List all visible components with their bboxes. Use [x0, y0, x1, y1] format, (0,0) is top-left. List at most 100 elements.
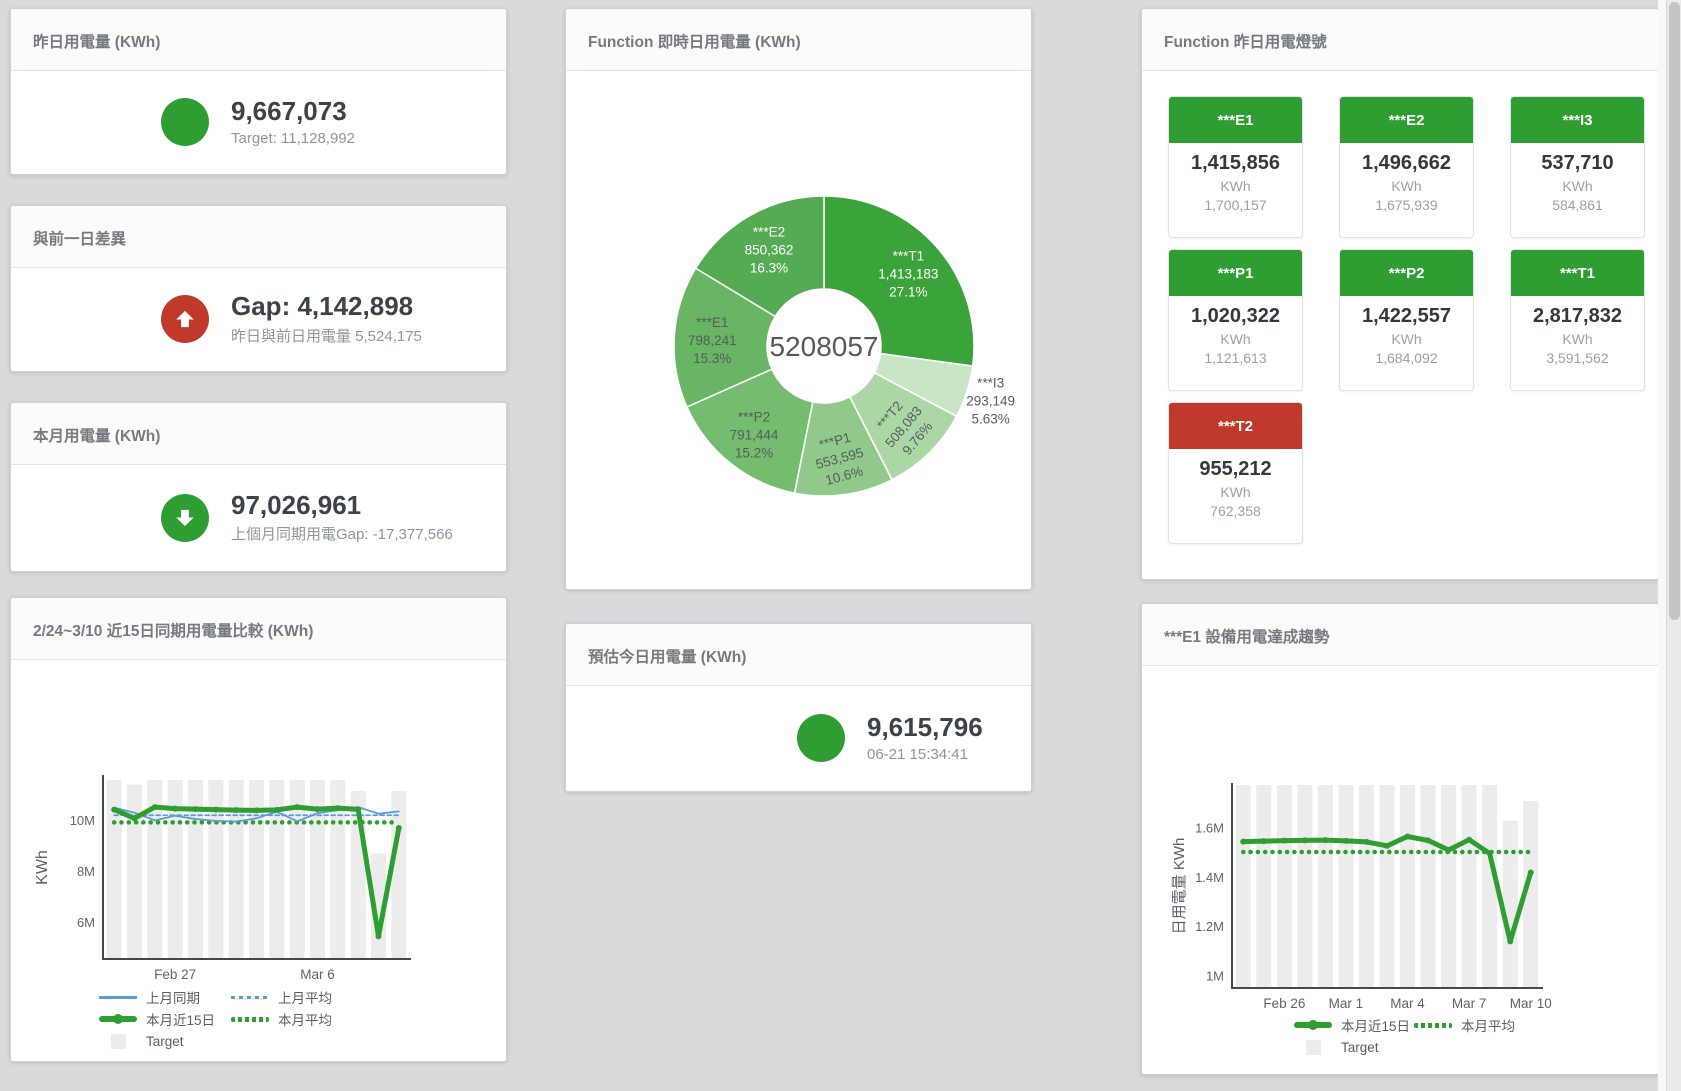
data-point[interactable] — [1342, 837, 1349, 844]
data-point[interactable] — [1404, 833, 1411, 840]
data-point[interactable] — [1486, 850, 1493, 857]
stat-subtitle: 06-21 15:34:41 — [867, 745, 968, 763]
stat-text: 9,615,796 06-21 15:34:41 — [867, 712, 983, 763]
stat-text: Gap: 4,142,898 昨日與前日用電量 5,524,175 — [231, 291, 422, 346]
light-tile-t2[interactable]: ***T2 955,212 KWh 762,358 — [1168, 402, 1303, 544]
legend-item-last-month-avg[interactable]: 上月平均 — [231, 987, 363, 1007]
stat-row: Gap: 4,142,898 昨日與前日用電量 5,524,175 — [11, 268, 506, 370]
pie-slice-label: ***E2 850,362 16.3% — [745, 224, 794, 275]
target-bar — [371, 853, 386, 958]
target-bar — [1441, 785, 1457, 987]
data-point[interactable] — [1363, 838, 1370, 845]
x-tick-label: Mar 10 — [1510, 996, 1552, 1011]
target-bar — [310, 780, 325, 958]
pie-slice[interactable] — [823, 195, 975, 367]
legend-item-this-month-avg[interactable]: 本月平均 — [231, 1009, 363, 1029]
legend-item-this-month[interactable]: 本月近15日 — [1294, 1015, 1414, 1035]
stat-row: 9,667,073 Target: 11,128,992 — [11, 71, 506, 173]
data-point[interactable] — [355, 806, 362, 813]
vertical-scrollbar[interactable] — [1666, 0, 1681, 1091]
target-bar — [208, 780, 224, 958]
data-point[interactable] — [111, 806, 118, 813]
panel-lights: Function 昨日用電燈號 ***E1 1,415,856 KWh 1,70… — [1141, 8, 1659, 580]
data-point[interactable] — [131, 815, 138, 822]
target-bar — [1523, 801, 1539, 987]
data-point[interactable] — [1466, 836, 1473, 843]
data-point[interactable] — [395, 824, 402, 831]
y-tick-label: 8M — [77, 864, 95, 879]
data-point[interactable] — [1281, 837, 1288, 844]
panel-yesterday-usage: 昨日用電量 (KWh) 9,667,073 Target: 11,128,992 — [10, 8, 507, 175]
data-point[interactable] — [273, 806, 280, 813]
tile-target: 762,358 — [1210, 503, 1261, 519]
light-tile-t1[interactable]: ***T1 2,817,832 KWh 3,591,562 — [1510, 249, 1645, 391]
stat-subtitle: 上個月同期用電Gap: -17,377,566 — [231, 526, 453, 544]
e1-trend-line-chart[interactable]: 1M 1.2M 1.4M 1.6M Feb 26 Mar 1 Mar 4 Mar 7 Mar 1… — [1142, 604, 1658, 1074]
stat-row: 97,026,961 上個月同期用電Gap: -17,377,566 — [11, 465, 506, 570]
tile-value: 2,817,832 — [1533, 305, 1622, 327]
pie-slice[interactable] — [694, 195, 825, 318]
stat-text: 9,667,073 Target: 11,128,992 — [231, 96, 355, 147]
data-point[interactable] — [151, 804, 158, 811]
data-point[interactable] — [1445, 847, 1452, 854]
legend-item-target[interactable]: Target — [99, 1033, 231, 1049]
light-tile-e1[interactable]: ***E1 1,415,856 KWh 1,700,157 — [1168, 96, 1303, 238]
data-point[interactable] — [1240, 838, 1247, 845]
pie-slice[interactable] — [685, 368, 814, 494]
panel-header: 2/24~3/10 近15日同期用電量比較 (KWh) — [11, 598, 506, 660]
data-point[interactable] — [1260, 838, 1267, 845]
y-tick-label: 1.4M — [1195, 870, 1224, 885]
x-tick-label: Feb 27 — [154, 967, 196, 982]
data-point[interactable] — [1527, 869, 1534, 876]
target-bar — [1256, 785, 1272, 987]
data-point[interactable] — [212, 806, 219, 813]
data-point[interactable] — [375, 933, 382, 940]
data-point[interactable] — [334, 805, 341, 812]
chart-legend: 上月同期 上月平均 本月近15日 本月平均 Target — [99, 986, 363, 1052]
light-tile-e2[interactable]: ***E2 1,496,662 KWh 1,675,939 — [1339, 96, 1474, 238]
legend-label: 本月近15日 — [1341, 1019, 1411, 1034]
tile-target: 1,700,157 — [1204, 197, 1267, 213]
legend-row: 上月同期 上月平均 — [99, 986, 363, 1008]
x-tick-label: Feb 26 — [1263, 996, 1305, 1011]
tile-value: 1,020,322 — [1191, 305, 1280, 327]
data-point[interactable] — [1384, 842, 1390, 849]
target-bar — [1235, 785, 1251, 987]
target-bar — [228, 780, 244, 958]
scrollbar-thumb[interactable] — [1669, 2, 1680, 620]
stat-value: 9,615,796 — [867, 712, 983, 743]
light-tile-i3[interactable]: ***I3 537,710 KWh 584,861 — [1510, 96, 1645, 238]
target-bar — [106, 780, 122, 958]
x-tick-label: Mar 6 — [300, 967, 335, 982]
down-arrow-icon — [161, 493, 209, 542]
legend-item-this-month[interactable]: 本月近15日 — [99, 1009, 231, 1029]
pie-slice[interactable] — [673, 267, 777, 408]
legend-item-this-month-avg[interactable]: 本月平均 — [1414, 1015, 1546, 1035]
data-point[interactable] — [192, 806, 199, 813]
compare-line-chart[interactable]: 6M 8M 10M Feb 27 Mar 6 KWh — [11, 598, 506, 1061]
y-tick-label: 6M — [77, 915, 95, 930]
donut-chart[interactable]: ***T1 1,413,183 27.1%***I3 293,149 5.63%***T… — [566, 9, 1031, 589]
up-arrow-icon — [161, 295, 209, 343]
data-point[interactable] — [1425, 837, 1432, 844]
data-point[interactable] — [172, 805, 179, 812]
data-point[interactable] — [1322, 837, 1329, 844]
pie-slice-label: ***E1 798,241 15.3% — [688, 315, 737, 366]
tile-value: 1,415,856 — [1191, 152, 1280, 174]
data-point[interactable] — [253, 807, 260, 814]
light-tiles-grid: ***E1 1,415,856 KWh 1,700,157 ***E2 1,49… — [1168, 96, 1648, 544]
data-point[interactable] — [314, 806, 321, 813]
legend-item-target[interactable]: Target — [1294, 1039, 1426, 1055]
target-bar — [1400, 785, 1416, 987]
legend-item-last-month[interactable]: 上月同期 — [99, 987, 231, 1007]
data-point[interactable] — [1301, 837, 1308, 844]
tile-header: ***I3 — [1511, 97, 1644, 143]
light-tile-p1[interactable]: ***P1 1,020,322 KWh 1,121,613 — [1168, 249, 1303, 391]
light-tile-p2[interactable]: ***P2 1,422,557 KWh 1,684,092 — [1339, 249, 1474, 391]
data-point[interactable] — [233, 807, 240, 814]
tile-unit: KWh — [1391, 331, 1422, 347]
panel-header: 本月用電量 (KWh) — [11, 403, 506, 465]
tile-header: ***P2 — [1340, 250, 1473, 296]
data-point[interactable] — [294, 804, 301, 811]
data-point[interactable] — [1507, 938, 1514, 945]
